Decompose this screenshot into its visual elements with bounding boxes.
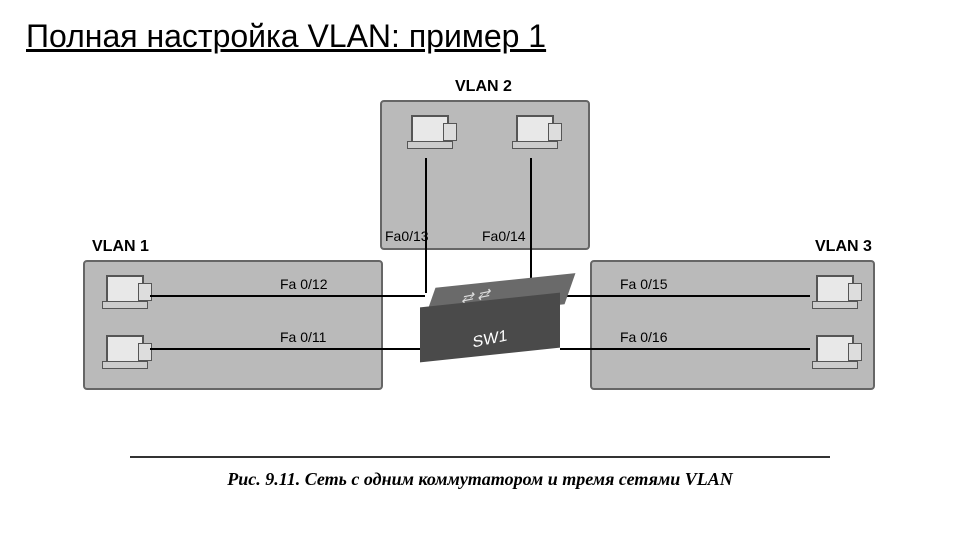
caption-text: Сеть с одним коммутатором и тремя сетями… — [305, 469, 733, 489]
caption-divider — [130, 456, 830, 458]
wire-fa013 — [425, 158, 427, 293]
pc-vlan2-2 — [510, 115, 560, 157]
port-fa016: Fa 0/16 — [620, 329, 667, 345]
wire-fa011 — [150, 348, 425, 350]
vlan3-label: VLAN 3 — [815, 238, 872, 256]
wire-fa012 — [150, 295, 425, 297]
pc-vlan2-1 — [405, 115, 455, 157]
wire-fa016 — [560, 348, 810, 350]
pc-vlan3-2 — [810, 335, 860, 377]
caption-prefix: Рис. 9.11. — [227, 469, 305, 489]
port-fa015: Fa 0/15 — [620, 276, 667, 292]
switch-sw1: ⇄ ⇄⇄ ⇄ SW1 — [420, 285, 560, 365]
pc-vlan1-1 — [100, 275, 150, 317]
wire-fa015 — [560, 295, 810, 297]
pc-vlan3-1 — [810, 275, 860, 317]
port-fa012: Fa 0/12 — [280, 276, 327, 292]
port-fa014: Fa0/14 — [482, 228, 526, 244]
network-diagram: VLAN 2 VLAN 1 VLAN 3 Fa 0/12 Fa 0/11 Fa … — [80, 80, 880, 440]
switch-label: SW1 — [473, 327, 508, 352]
port-fa011: Fa 0/11 — [280, 329, 326, 345]
pc-vlan1-2 — [100, 335, 150, 377]
vlan2-label: VLAN 2 — [455, 78, 512, 96]
figure-caption: Рис. 9.11. Сеть с одним коммутатором и т… — [0, 469, 960, 490]
port-fa013: Fa0/13 — [385, 228, 429, 244]
vlan1-label: VLAN 1 — [92, 238, 149, 256]
wire-fa014 — [530, 158, 532, 293]
page-title: Полная настройка VLAN: пример 1 — [26, 18, 546, 55]
